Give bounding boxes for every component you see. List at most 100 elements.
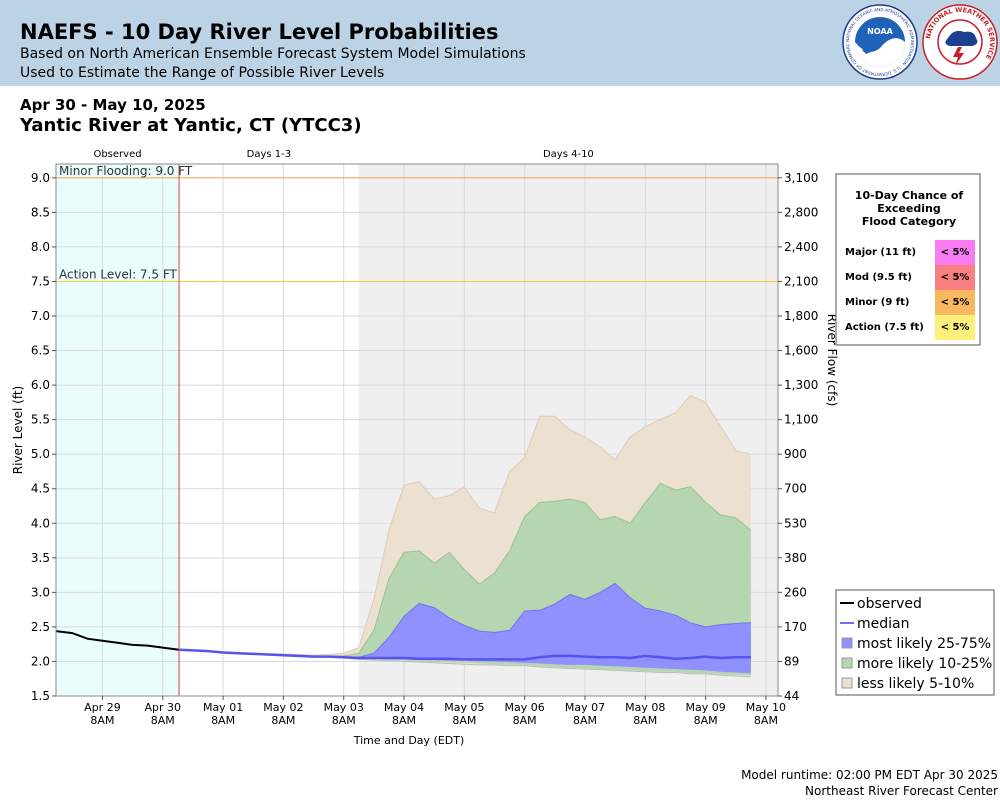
y2-tick-label: 2,400	[784, 240, 818, 254]
x-tick-label: May 03	[324, 701, 364, 714]
median-line	[178, 648, 751, 661]
y2-tick-label: 530	[784, 516, 807, 530]
x-tick-label: May 05	[444, 701, 484, 714]
x-tick-time: 8AM	[151, 714, 175, 727]
date-range: Apr 30 - May 10, 2025	[20, 96, 206, 114]
x-tick-time: 8AM	[332, 714, 356, 727]
y2-tick-label: 44	[784, 689, 799, 703]
legend-label: more likely 10-25%	[857, 656, 992, 672]
flood-row-value: < 5%	[941, 272, 970, 283]
flood-row-value: < 5%	[941, 322, 970, 333]
y2-tick-label: 89	[784, 654, 799, 668]
x-tick-time: 8AM	[573, 714, 597, 727]
y2-tick-label: 260	[784, 585, 807, 599]
flood-table-title: 10-Day Chance of	[855, 189, 964, 202]
y-tick-label: 2.5	[31, 620, 50, 634]
page-title: NAEFS - 10 Day River Level Probabilities	[20, 20, 499, 44]
y-tick-label: 6.5	[31, 344, 50, 358]
y2-tick-label: 1,800	[784, 309, 818, 323]
x-tick-label: May 02	[263, 701, 303, 714]
y-tick-label: 3.5	[31, 551, 50, 565]
x-tick-label: Apr 30	[144, 701, 181, 714]
flood-table-title: Flood Category	[862, 215, 956, 228]
flood-table-title: Exceeding	[877, 202, 940, 215]
flood-row-swatch	[935, 290, 975, 315]
threshold-label: Action Level: 7.5 FT	[59, 267, 178, 281]
x-tick-label: May 07	[565, 701, 605, 714]
x-tick-label: May 09	[685, 701, 725, 714]
y-tick-label: 3.0	[31, 585, 50, 599]
y2-tick-label: 1,100	[784, 413, 818, 427]
flood-row-label: Major (11 ft)	[845, 247, 916, 258]
period-label: Days 4-10	[543, 149, 594, 160]
y-tick-label: 1.5	[31, 689, 50, 703]
flood-row-swatch	[935, 265, 975, 290]
x-tick-label: May 10	[746, 701, 786, 714]
flood-row-swatch	[935, 315, 975, 340]
band-25-75	[179, 583, 751, 674]
y-tick-label: 9.0	[31, 171, 50, 185]
x-tick-time: 8AM	[90, 714, 114, 727]
y-tick-label: 8.5	[31, 205, 50, 219]
page-subtitle-1: Based on North American Ensemble Forecas…	[20, 46, 526, 62]
legend-label: observed	[857, 596, 922, 612]
y2-tick-label: 2,100	[784, 274, 818, 288]
y2-tick-label: 1,600	[784, 344, 818, 358]
y-tick-label: 2.0	[31, 654, 50, 668]
y-tick-label: 5.0	[31, 447, 50, 461]
x-tick-label: May 01	[203, 701, 243, 714]
y-tick-label: 7.5	[31, 274, 50, 288]
x-axis-title: Time and Day (EDT)	[353, 734, 465, 747]
y2-tick-label: 3,100	[784, 171, 818, 185]
y-tick-label: 8.0	[31, 240, 50, 254]
observed-period-shade	[56, 164, 180, 696]
legend-swatch	[841, 677, 853, 689]
x-tick-time: 8AM	[694, 714, 718, 727]
flood-row-label: Minor (9 ft)	[845, 297, 910, 308]
y2-tick-label: 170	[784, 620, 807, 634]
noaa-logo: NATIONAL OCEANIC AND ATMOSPHERIC ADMINIS…	[842, 4, 918, 80]
model-runtime: Model runtime: 02:00 PM EDT Apr 30 2025	[741, 768, 998, 782]
river-level-chart: Minor Flooding: 9.0 FT Action Level: 7.5 …	[11, 149, 995, 747]
noaa-logo-text: NOAA	[867, 27, 893, 36]
x-tick-time: 8AM	[392, 714, 416, 727]
observed-line	[55, 630, 180, 651]
legend-label: median	[857, 616, 909, 632]
period-label: Observed	[93, 149, 141, 160]
flood-row-swatch	[935, 240, 975, 265]
x-tick-time: 8AM	[633, 714, 657, 727]
x-tick-label: May 08	[625, 701, 665, 714]
x-tick-time: 8AM	[211, 714, 235, 727]
threshold-label: Minor Flooding: 9.0 FT	[59, 164, 193, 178]
forecast-center: Northeast River Forecast Center	[805, 784, 998, 798]
flood-row-value: < 5%	[941, 297, 970, 308]
y2-tick-label: 900	[784, 447, 807, 461]
page-subtitle-2: Used to Estimate the Range of Possible R…	[20, 65, 385, 81]
y-tick-label: 4.5	[31, 482, 50, 496]
legend-swatch	[841, 637, 853, 649]
station-name: Yantic River at Yantic, CT (YTCC3)	[20, 115, 362, 136]
y-tick-label: 7.0	[31, 309, 50, 323]
x-tick-time: 8AM	[513, 714, 537, 727]
y2-tick-label: 2,800	[784, 205, 818, 219]
page-header: NAEFS - 10 Day River Level Probabilities…	[0, 0, 1000, 86]
x-tick-time: 8AM	[754, 714, 778, 727]
y2-tick-label: 700	[784, 482, 807, 496]
legend	[835, 589, 995, 696]
legend-label: most likely 25-75%	[857, 636, 991, 652]
x-tick-label: May 06	[505, 701, 545, 714]
nws-logo: NATIONAL WEATHER SERVICE	[922, 4, 998, 80]
x-tick-time: 8AM	[271, 714, 295, 727]
period-label: Days 1-3	[247, 149, 291, 160]
y-tick-label: 5.5	[31, 413, 50, 427]
flood-row-label: Mod (9.5 ft)	[845, 272, 912, 283]
flood-row-label: Action (7.5 ft)	[845, 322, 924, 333]
legend-label: less likely 5-10%	[857, 676, 974, 692]
x-tick-label: May 04	[384, 701, 424, 714]
y-axis-title: River Level (ft)	[11, 386, 25, 474]
y2-tick-label: 380	[784, 551, 807, 565]
legend-swatch	[841, 657, 853, 669]
x-tick-label: Apr 29	[84, 701, 121, 714]
plot-frame	[55, 163, 779, 697]
y-tick-label: 6.0	[31, 378, 50, 392]
